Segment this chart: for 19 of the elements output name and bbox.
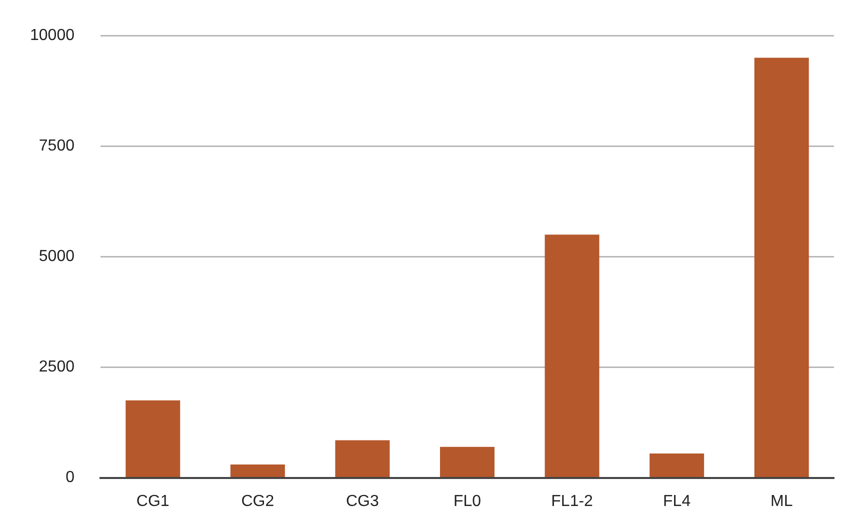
bar: [754, 58, 809, 478]
bar: [440, 446, 494, 478]
x-tick-label: FL0: [453, 492, 482, 510]
y-tick-label: 5000: [38, 248, 75, 266]
y-tick-label: 0: [66, 469, 75, 486]
bar: [335, 440, 390, 478]
x-tick-label: CG2: [241, 492, 274, 510]
bar: [544, 234, 600, 478]
bar: [650, 453, 704, 478]
x-tick-label: CG3: [346, 492, 380, 510]
y-tick-label: 2500: [38, 358, 75, 376]
x-tick-label: FL1-2: [551, 492, 594, 510]
y-tick-label: 10000: [30, 27, 75, 44]
x-tick-label: FL4: [663, 492, 691, 510]
x-tick-label: CG1: [136, 492, 170, 510]
bar: [230, 464, 285, 478]
y-tick-label: 7500: [38, 138, 75, 155]
x-tick-label: ML: [770, 492, 793, 510]
bar: [126, 400, 180, 478]
